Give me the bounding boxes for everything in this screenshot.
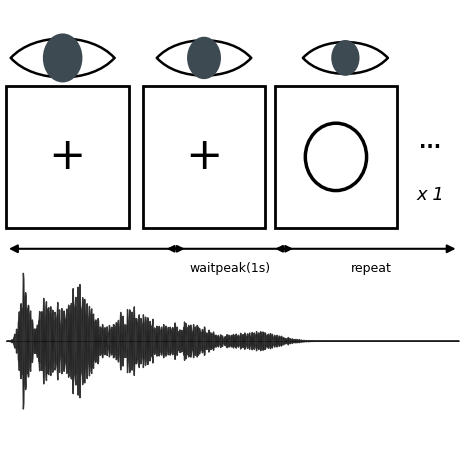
Bar bbox=[275, 86, 397, 228]
Text: waitpeak(1s): waitpeak(1s) bbox=[190, 262, 271, 275]
Text: x 1: x 1 bbox=[416, 186, 444, 204]
Text: ...: ... bbox=[419, 133, 441, 152]
PathPatch shape bbox=[157, 40, 251, 76]
PathPatch shape bbox=[11, 38, 115, 77]
PathPatch shape bbox=[303, 42, 388, 74]
Text: +: + bbox=[49, 136, 86, 178]
Ellipse shape bbox=[43, 34, 82, 82]
Ellipse shape bbox=[187, 36, 221, 79]
Bar bbox=[143, 86, 265, 228]
Bar bbox=[6, 86, 128, 228]
Ellipse shape bbox=[331, 40, 359, 76]
Text: repeat: repeat bbox=[351, 262, 392, 275]
Text: +: + bbox=[185, 136, 223, 178]
Ellipse shape bbox=[305, 123, 366, 191]
